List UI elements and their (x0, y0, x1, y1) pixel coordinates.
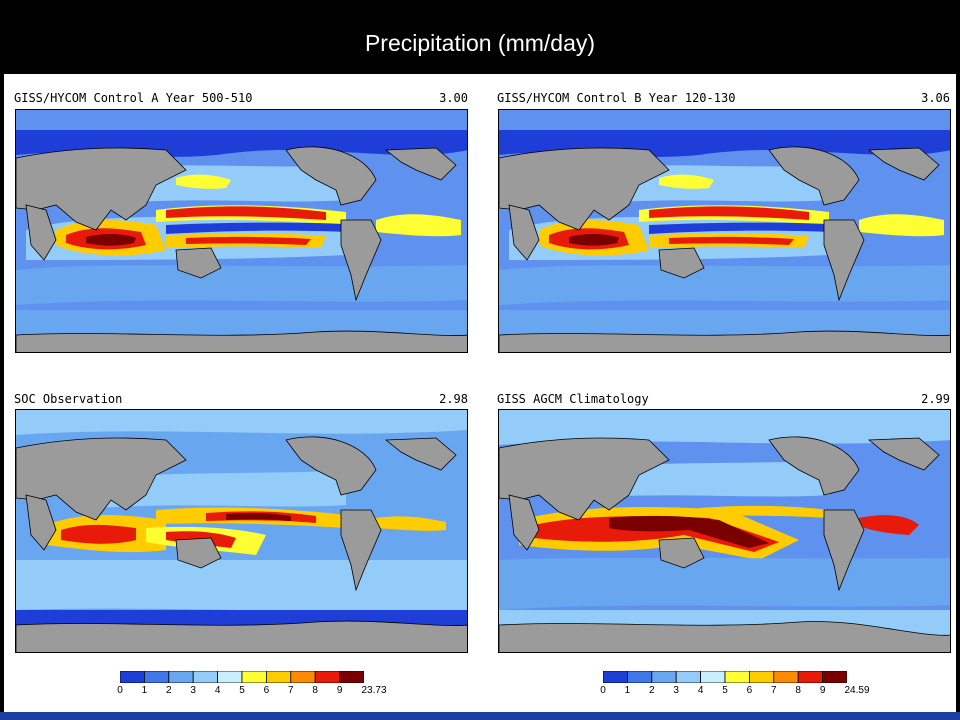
title-bar: Precipitation (mm/day) (0, 0, 960, 74)
colorbar-tick-label: 2 (649, 685, 655, 696)
colorbar-bin (822, 670, 848, 684)
panel-d-label: GISS AGCM Climatology (497, 392, 649, 406)
colorbar-tick-label: 5 (239, 685, 245, 696)
panel-c-label: SOC Observation (14, 392, 123, 406)
panel-a-value: 3.00 (439, 91, 468, 105)
colorbar-tick-label: 9 (336, 685, 343, 696)
colorbar-tick-label: 3 (673, 685, 679, 696)
colorbar-tick-label: 5 (722, 685, 728, 696)
colorbar-tick-label: 9 (819, 685, 826, 696)
colorbar-bin (119, 670, 145, 684)
map-control-a (15, 109, 468, 353)
colorbar-bin (773, 670, 799, 684)
colorbar-bin (143, 670, 170, 684)
colorbar-tick-label: 4 (697, 685, 704, 696)
colorbar-tick-label: 3 (190, 685, 196, 696)
colorbar-bin (602, 670, 628, 684)
map-control-b (498, 109, 951, 353)
colorbar-tick-label: 6 (746, 685, 753, 696)
colorbar-bin (748, 670, 775, 684)
colorbar-right-swatches (602, 670, 848, 684)
figure-content: GISS/HYCOM Control A Year 500-510 3.00 G… (4, 74, 956, 714)
colorbar-tick-label: 0 (117, 685, 123, 696)
colorbar-bin (626, 670, 653, 684)
colorbar-tick-label: 8 (312, 685, 318, 696)
colorbar-tick-label: 4 (214, 685, 221, 696)
colorbar-tick-label: 1 (624, 685, 631, 696)
colorbar-bin (651, 670, 677, 684)
colorbar-tick-label: 1 (141, 685, 148, 696)
colorbar-bin (290, 670, 316, 684)
panel-c-value: 2.98 (439, 392, 468, 406)
colorbar-bin (217, 670, 243, 684)
panel-b-label: GISS/HYCOM Control B Year 120-130 (497, 91, 736, 105)
page-title: Precipitation (mm/day) (364, 30, 596, 56)
colorbar-bin (192, 670, 218, 684)
colorbar-bin (797, 670, 823, 684)
colorbar-bin (724, 670, 750, 684)
panel-b-value: 3.06 (921, 91, 950, 105)
colorbar-left (119, 670, 365, 688)
colorbar-tick-label: 8 (795, 685, 801, 696)
map-soc-observation (15, 409, 468, 653)
panel-a-label: GISS/HYCOM Control A Year 500-510 (14, 91, 253, 105)
colorbar-bin (265, 670, 292, 684)
colorbar-tick-label: 0 (600, 685, 606, 696)
colorbar-tick-label: 7 (771, 685, 777, 696)
colorbar-bin (241, 670, 267, 684)
colorbar-left-swatches (119, 670, 365, 684)
colorbar-bin (314, 670, 340, 684)
colorbar-bin (168, 670, 194, 684)
colorbar-tick-label: 6 (263, 685, 270, 696)
colorbar-tick-label: 24.59 (844, 685, 870, 696)
colorbar-tick-label: 7 (288, 685, 294, 696)
colorbar-tick-label: 2 (166, 685, 172, 696)
colorbar-bin (675, 670, 701, 684)
colorbar-tick-label: 23.73 (361, 685, 387, 696)
map-giss-agcm-climatology (498, 409, 951, 653)
colorbar-right (602, 670, 848, 688)
panel-d-value: 2.99 (921, 392, 950, 406)
bottom-bar (0, 712, 960, 720)
colorbar-bin (700, 670, 726, 684)
colorbar-bin (339, 670, 365, 684)
